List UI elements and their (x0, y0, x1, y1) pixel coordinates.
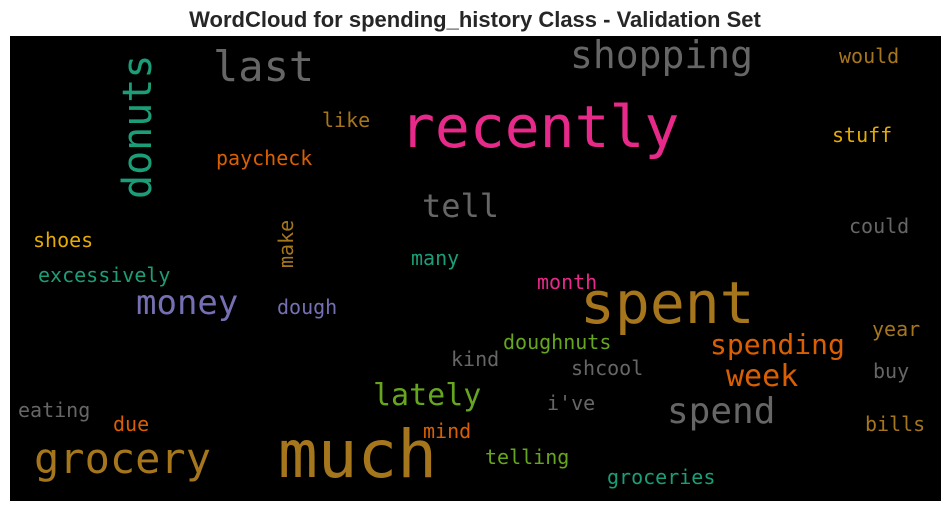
word-stuff: stuff (832, 123, 893, 147)
word-last: last (213, 42, 315, 91)
word-ive: i've (547, 391, 596, 415)
word-eating: eating (18, 398, 91, 422)
word-due: due (113, 412, 150, 436)
word-many: many (411, 246, 460, 270)
word-month: month (537, 270, 598, 294)
word-week: week (726, 359, 799, 394)
word-would: would (839, 44, 900, 68)
word-shopping: shopping (570, 36, 754, 77)
word-excessively: excessively (38, 263, 171, 287)
word-much: much (278, 416, 437, 493)
word-spend: spend (667, 391, 776, 432)
word-spent: spent (580, 269, 755, 337)
figure-title: WordCloud for spending_history Class - V… (189, 7, 761, 32)
word-shcool: shcool (571, 356, 644, 380)
word-mind: mind (423, 419, 472, 443)
word-lately: lately (373, 378, 482, 413)
word-spending: spending (710, 328, 845, 361)
word-could: could (849, 214, 910, 238)
word-groceries: groceries (607, 465, 716, 489)
word-telling: telling (485, 445, 570, 469)
word-money: money (136, 283, 239, 323)
word-kind: kind (451, 347, 500, 371)
word-tell: tell (422, 187, 500, 225)
word-paycheck: paycheck (216, 146, 313, 170)
word-dough: dough (277, 295, 338, 319)
wordcloud-canvas: recently much spent grocery donuts last … (10, 36, 941, 501)
word-shoes: shoes (33, 228, 94, 252)
word-bills: bills (865, 412, 926, 436)
word-like: like (322, 108, 371, 132)
word-make: make (274, 219, 298, 268)
word-buy: buy (873, 359, 910, 383)
word-recently: recently (400, 93, 680, 161)
word-doughnuts: doughnuts (503, 330, 612, 354)
word-grocery: grocery (34, 434, 212, 483)
word-donuts: donuts (115, 54, 161, 200)
word-year: year (872, 317, 921, 341)
